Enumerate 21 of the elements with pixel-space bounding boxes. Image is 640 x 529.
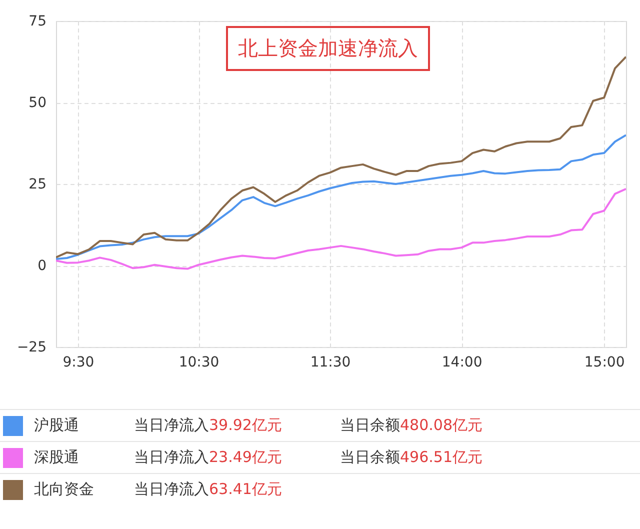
text: 当日净流入39.92亿元 [134, 410, 340, 442]
y-tick-label: 50 [28, 95, 46, 111]
line-series [56, 134, 626, 260]
line-series [56, 188, 626, 270]
text: 当日余额496.51亿元 [340, 442, 640, 474]
text: 当日净流入23.49亿元 [134, 442, 340, 474]
x-tick-label: 14:00 [442, 354, 482, 370]
legend-label: 北向资金 [34, 474, 134, 506]
outline-box: 北上资金加速净流入 [226, 26, 430, 71]
y-tick-label: 0 [38, 258, 46, 274]
y-tick-label: −25 [16, 340, 46, 356]
text: 当日余额480.08亿元 [340, 410, 640, 442]
x-tick-label: 9:30 [62, 354, 94, 370]
x-tick-label: 10:30 [178, 354, 220, 370]
y-tick-label: 75 [28, 14, 46, 30]
text: 当日净流入63.41亿元 [134, 474, 340, 506]
x-tick-label: 15:00 [584, 354, 625, 370]
legend-label: 深股通 [34, 442, 134, 474]
legend-label: 沪股通 [34, 410, 134, 442]
x-tick-label: 11:30 [310, 354, 351, 370]
y-tick-label: 25 [28, 176, 46, 192]
